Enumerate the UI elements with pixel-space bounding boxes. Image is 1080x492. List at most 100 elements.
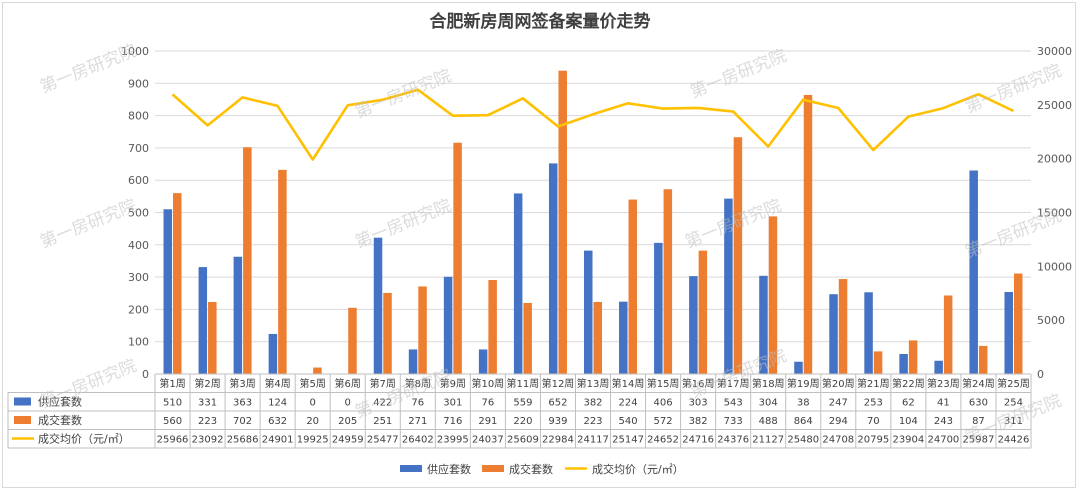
right-axis-tick-label: 15000 <box>1037 207 1072 220</box>
price-line-series <box>171 88 1015 161</box>
deals-bar <box>418 286 427 374</box>
legend-key <box>482 465 504 472</box>
chart-title: 合肥新房周网签备案量价走势 <box>430 11 651 32</box>
deals-bar <box>698 250 708 374</box>
data-label: 124 <box>268 398 287 409</box>
data-label: 382 <box>689 416 708 427</box>
left-axis-tick-label: 900 <box>128 77 149 90</box>
legend-label: 成交均价（元/㎡） <box>592 462 684 476</box>
right-axis-tick-label: 10000 <box>1037 260 1072 273</box>
supply-bar <box>408 349 418 374</box>
data-label: 303 <box>689 398 708 409</box>
supply-bar <box>934 360 943 374</box>
category-label: 第13周 <box>577 377 610 390</box>
left-axis-tick-label: 600 <box>128 174 149 187</box>
left-axis-tick-label: 500 <box>128 207 149 220</box>
deals-bar <box>558 70 567 374</box>
category-label: 第7周 <box>370 377 396 390</box>
deals-bar <box>628 199 638 374</box>
watermark-text: 第一房研究院 <box>352 66 454 123</box>
data-label: 560 <box>163 416 182 427</box>
right-axis-tick-label: 20000 <box>1037 153 1072 166</box>
data-label: 24376 <box>717 435 749 446</box>
data-label: 25609 <box>507 435 539 446</box>
legend-key <box>400 465 422 472</box>
data-label: 26402 <box>402 435 434 446</box>
data-label: 25966 <box>157 435 189 446</box>
category-label: 第16周 <box>682 377 715 390</box>
supply-bar <box>969 170 978 374</box>
data-label: 251 <box>373 416 392 427</box>
data-label: 510 <box>163 398 182 409</box>
supply-bar <box>198 267 208 374</box>
legend: 供应套数 成交套数 成交均价（元/㎡） <box>400 462 684 476</box>
data-label: 76 <box>411 398 424 409</box>
deals-bar <box>243 147 252 374</box>
supply-bar <box>619 301 628 374</box>
left-axis-tick-label: 800 <box>128 110 149 123</box>
data-label: 733 <box>724 416 743 427</box>
data-label: 24708 <box>822 435 854 446</box>
watermark-text: 第一房研究院 <box>37 356 139 413</box>
right-axis-ticks: 0 5000 10000 15000 20000 25000 30000 <box>1037 45 1072 381</box>
deals-bar <box>523 302 532 374</box>
right-axis-tick-label: 25000 <box>1037 99 1072 112</box>
left-axis-tick-label: 300 <box>128 271 149 284</box>
deals-bar <box>908 340 918 374</box>
data-label: 271 <box>408 416 427 427</box>
supply-bar <box>759 275 768 374</box>
supply-bar <box>478 349 488 374</box>
data-label: 294 <box>829 416 848 427</box>
supply-bar <box>829 294 838 374</box>
supply-bar <box>864 292 873 374</box>
category-label: 第20周 <box>822 377 855 390</box>
category-label: 第15周 <box>647 377 680 390</box>
supply-bar <box>689 276 698 374</box>
data-label: 23092 <box>192 435 224 446</box>
right-axis-tick-label: 5000 <box>1037 314 1065 327</box>
category-label: 第21周 <box>857 377 890 390</box>
category-label: 第5周 <box>299 377 325 390</box>
data-label: 76 <box>482 398 495 409</box>
data-label: 540 <box>618 416 637 427</box>
data-label: 205 <box>338 416 357 427</box>
data-label: 220 <box>513 416 532 427</box>
table-row-label: 成交套数 <box>38 413 82 427</box>
deals-bar <box>733 137 743 374</box>
supply-bar <box>548 163 558 374</box>
category-label: 第2周 <box>194 377 220 390</box>
deals-bar <box>943 295 953 374</box>
deals-bar <box>348 307 357 374</box>
data-label: 939 <box>548 416 567 427</box>
data-label: 24700 <box>927 435 959 446</box>
data-label: 24716 <box>682 435 714 446</box>
watermark-text: 第一房研究院 <box>687 46 789 103</box>
bar-series <box>163 70 1023 374</box>
data-label: 630 <box>969 398 988 409</box>
deals-bar <box>838 279 848 374</box>
data-label: 23995 <box>437 435 469 446</box>
category-label: 第14周 <box>612 377 645 390</box>
data-table: 第1周 第2周 第3周 第4周 第5周 第6周 第7周 第8周 第9周 第10周 第11周 第12周第… <box>7 373 1032 449</box>
supply-bar <box>373 237 383 374</box>
category-label: 第10周 <box>472 377 505 390</box>
left-axis-tick-label: 200 <box>128 303 149 316</box>
data-label: 20 <box>306 416 319 427</box>
category-label: 第9周 <box>440 377 466 390</box>
data-label: 62 <box>902 398 915 409</box>
category-label: 第11周 <box>507 377 540 390</box>
supply-bar <box>724 198 733 374</box>
category-label: 第12周 <box>542 377 575 390</box>
data-label: 25477 <box>367 435 399 446</box>
supply-bar <box>794 361 803 374</box>
legend-label: 成交套数 <box>509 462 553 476</box>
category-label: 第19周 <box>787 377 820 390</box>
data-label: 224 <box>618 398 637 409</box>
left-axis-tick-label: 1000 <box>121 45 149 58</box>
deals-bar <box>803 94 813 374</box>
data-label: 331 <box>198 398 217 409</box>
data-label: 254 <box>1004 398 1023 409</box>
data-label: 422 <box>373 398 392 409</box>
table-legend-key <box>14 397 31 406</box>
data-label: 87 <box>972 416 985 427</box>
